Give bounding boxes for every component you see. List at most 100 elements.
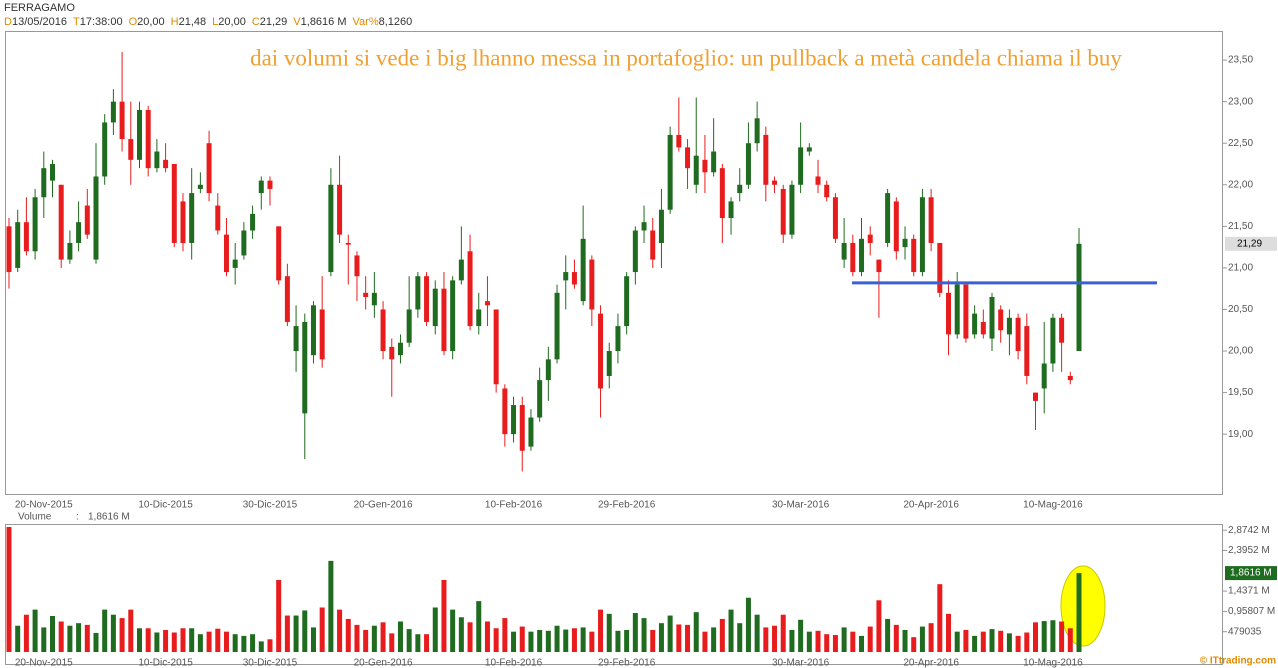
volume-bar (850, 631, 856, 652)
volume-bar (876, 600, 882, 652)
quote-field: C21,29 (252, 16, 287, 28)
volume-bar (650, 629, 656, 652)
candle-body (424, 276, 430, 322)
volume-bar (6, 526, 12, 652)
volume-bar (893, 624, 899, 652)
candle-body (763, 134, 769, 185)
volume-bar (937, 584, 943, 652)
volume-bar (493, 628, 499, 652)
volume-bar (841, 627, 847, 652)
volume-bar (789, 629, 795, 652)
x-tick-label: 10-Mag-2016 (1023, 500, 1083, 511)
volume-bar (859, 635, 865, 652)
candle-body (1041, 363, 1047, 389)
volume-bar (711, 627, 717, 652)
volume-panel (5, 524, 1223, 665)
candle-body (571, 272, 577, 285)
candle-body (49, 163, 55, 181)
candle-body (632, 230, 638, 273)
candle-body (937, 242, 943, 293)
candle-body (267, 180, 273, 189)
quote-field: L20,00 (212, 16, 246, 28)
volume-bar (284, 615, 290, 652)
volume-bar (206, 631, 212, 652)
y-tick-label: 21,50 (1228, 221, 1253, 232)
volume-tick-label: 0,95807 M (1228, 606, 1275, 617)
volume-bar (310, 627, 316, 652)
volume-bar (293, 615, 299, 652)
candle-body (493, 309, 499, 385)
volume-x-tick-label: 20-Gen-2016 (354, 658, 413, 668)
field-key: Var% (352, 16, 379, 28)
volume-bar (450, 609, 456, 652)
volume-bar (1015, 635, 1021, 652)
volume-bar (354, 624, 360, 652)
candle-body (41, 168, 47, 198)
volume-bar (136, 628, 142, 652)
candle-body (476, 309, 482, 327)
candle-body (893, 201, 899, 252)
volume-bar (432, 607, 438, 652)
volume-bar (728, 609, 734, 652)
candle-body (380, 309, 386, 352)
candle-body (58, 184, 64, 260)
volume-bar (1033, 622, 1039, 652)
annotation: dai volumi si vede i big lhanno messa in… (250, 45, 1122, 70)
field-text: 1,8616 M (300, 16, 347, 28)
volume-bar (119, 618, 125, 652)
volume-bar (989, 629, 995, 652)
candle-body (84, 205, 90, 235)
footer: © ITtrading.com (1200, 656, 1276, 667)
volume-bar (885, 618, 891, 652)
volume-bar (163, 629, 169, 652)
candle-body (693, 155, 699, 185)
candle-body (502, 388, 508, 435)
field-key: C (251, 16, 260, 28)
volume-tick-label: 2,8742 M (1228, 525, 1270, 536)
candle-body (528, 417, 534, 447)
volume-bar (772, 625, 778, 652)
volume-bar (667, 615, 673, 652)
volume-bar (919, 626, 925, 652)
quote-field: D13/05/2016 (4, 16, 67, 28)
volume-bar (641, 618, 647, 652)
volume-bar (502, 618, 508, 652)
candle-body (928, 197, 934, 243)
field-key: O (128, 16, 138, 28)
symbol: FERRAGAMO (4, 2, 75, 14)
candle-body (824, 184, 830, 198)
x-tick-label: 30-Dic-2015 (243, 500, 298, 511)
candle-body (102, 122, 108, 177)
volume-bar (1059, 621, 1065, 652)
volume-bar (363, 629, 369, 652)
candle-body (963, 284, 969, 339)
quote-field: H21,48 (171, 16, 206, 28)
volume-bar (380, 622, 386, 652)
volume-x-tick-label: 30-Dic-2015 (243, 658, 298, 668)
candle-body (867, 234, 873, 243)
candle-body (606, 351, 612, 376)
volume-bar (397, 621, 403, 652)
volume-bar (1050, 620, 1056, 652)
candle-body (563, 272, 569, 281)
candle-body (719, 168, 725, 219)
candle-body (1033, 392, 1039, 401)
candle-body (676, 134, 682, 148)
volume-bar (258, 641, 264, 652)
candle-body (206, 143, 212, 194)
volume-bar (571, 628, 577, 652)
volume-bar (41, 627, 47, 652)
volume-bar (780, 614, 786, 652)
field-key: L (212, 16, 219, 28)
volume-bar (102, 609, 108, 652)
candle-body (806, 147, 812, 152)
last-volume-box (1225, 566, 1277, 581)
field-text: 21,48 (178, 16, 207, 28)
candle-body (580, 238, 586, 302)
volume-bar (58, 621, 64, 652)
candle-body (32, 197, 38, 252)
candle-body (389, 346, 395, 360)
volume-bar (484, 621, 490, 652)
quote-field: Var%8,1260 (353, 16, 413, 28)
